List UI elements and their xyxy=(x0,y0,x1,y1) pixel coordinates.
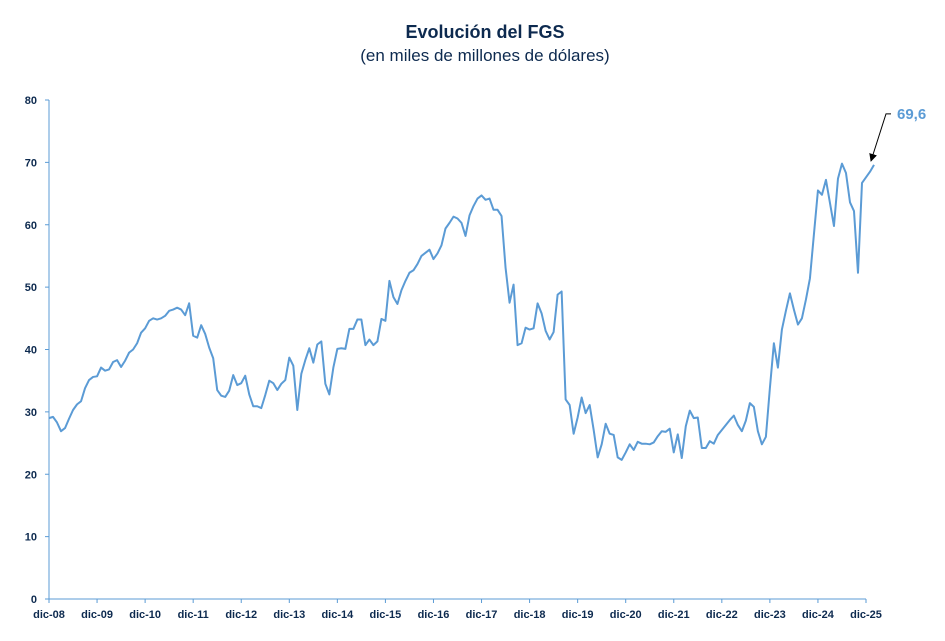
annotation-label: 69,6 xyxy=(897,106,926,123)
x-tick-label: dic-08 xyxy=(33,609,65,621)
x-tick-label: dic-13 xyxy=(273,609,305,621)
x-tick-label: dic-21 xyxy=(658,609,690,621)
y-tick-label: 60 xyxy=(25,220,37,232)
x-tick-label: dic-20 xyxy=(610,609,642,621)
series-line xyxy=(48,162,875,461)
x-tick-label: dic-24 xyxy=(802,609,835,621)
x-tick-label: dic-18 xyxy=(514,609,546,621)
x-tick-label: dic-11 xyxy=(178,609,209,621)
y-tick-label: 10 xyxy=(25,532,37,544)
y-tick-label: 0 xyxy=(31,594,37,606)
x-tick-label: dic-23 xyxy=(754,609,786,621)
chart-title: Evolución del FGS xyxy=(405,22,565,42)
x-tick-label: dic-16 xyxy=(418,609,450,621)
annotation-arrow xyxy=(869,113,892,162)
y-tick-label: 50 xyxy=(25,282,37,294)
y-tick-label: 70 xyxy=(25,157,37,169)
y-tick-label: 30 xyxy=(25,407,37,419)
x-tick-label: dic-10 xyxy=(129,609,161,621)
x-tick-label: dic-19 xyxy=(562,609,594,621)
y-tick-label: 80 xyxy=(25,95,37,107)
x-tick-label: dic-17 xyxy=(466,609,498,621)
x-tick-label: dic-14 xyxy=(321,609,354,621)
x-tick-label: dic-09 xyxy=(81,609,113,621)
x-tick-label: dic-12 xyxy=(225,609,257,621)
x-tick-label: dic-25 xyxy=(850,609,882,621)
x-tick-label: dic-22 xyxy=(706,609,738,621)
y-tick-label: 40 xyxy=(25,345,37,357)
x-tick-label: dic-15 xyxy=(370,609,402,621)
y-tick-label: 20 xyxy=(25,469,37,481)
chart-subtitle: (en miles de millones de dólares) xyxy=(360,46,610,65)
